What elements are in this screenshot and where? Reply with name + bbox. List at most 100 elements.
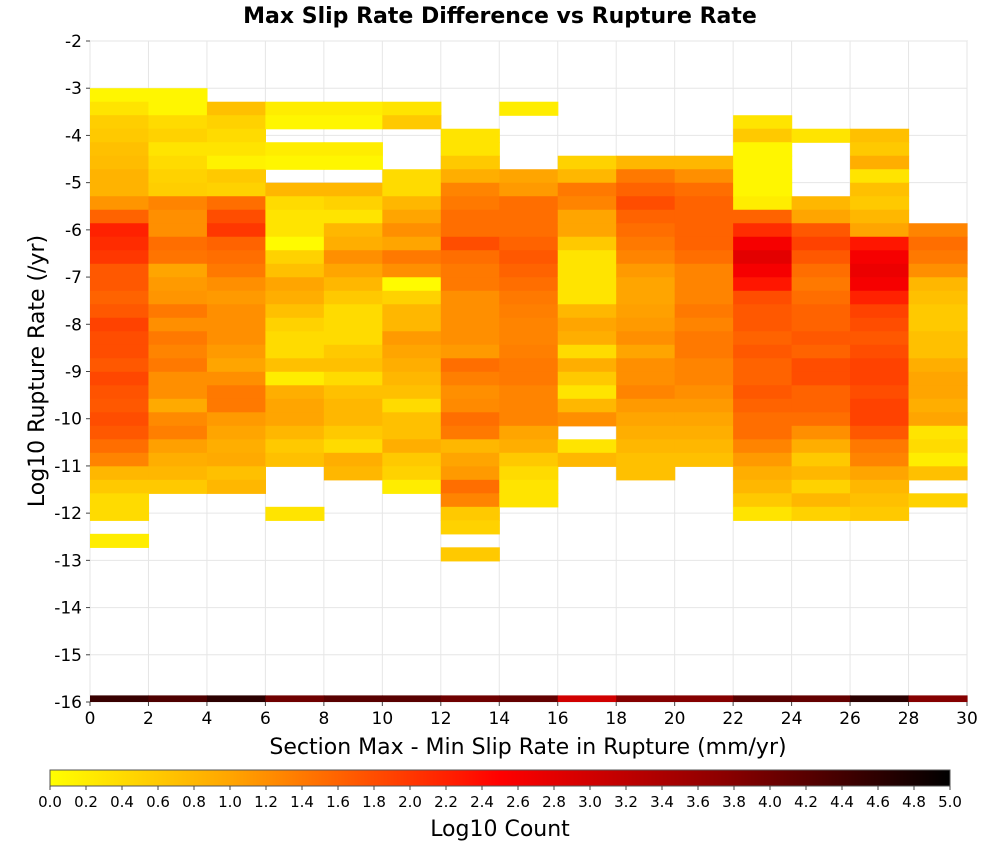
- heatmap-cell: [733, 479, 793, 494]
- heatmap-cell: [90, 331, 150, 346]
- heatmap-cell: [90, 250, 150, 265]
- heatmap-cell: [733, 263, 793, 278]
- heatmap-cell: [791, 493, 851, 508]
- x-tick-label: 30: [956, 709, 978, 729]
- heatmap-cell: [908, 439, 968, 454]
- heatmap-cell: [850, 398, 910, 413]
- heatmap-cell: [323, 358, 383, 373]
- heatmap-cell: [850, 155, 910, 170]
- heatmap-cell: [908, 304, 968, 319]
- heatmap-cell: [323, 425, 383, 440]
- heatmap-cell: [90, 317, 150, 332]
- heatmap-cell: [323, 263, 383, 278]
- heatmap-cell: [850, 344, 910, 359]
- heatmap-cell: [499, 371, 559, 386]
- y-tick-label: -14: [54, 599, 82, 619]
- bottom-strip-cell: [382, 695, 442, 702]
- heatmap-cell: [148, 115, 208, 130]
- heatmap-cell: [733, 209, 793, 224]
- colorbar-label: Log10 Count: [430, 817, 570, 842]
- heatmap-cell: [440, 196, 500, 211]
- heatmap-cell: [265, 398, 325, 413]
- colorbar-tick-label: 4.4: [830, 793, 854, 811]
- heatmap-cell: [382, 439, 442, 454]
- heatmap-cell: [148, 169, 208, 184]
- heatmap-cell: [323, 385, 383, 400]
- bottom-strip-cell: [674, 695, 734, 702]
- heatmap-cell: [557, 250, 617, 265]
- colorbar-tick-label: 4.6: [866, 793, 890, 811]
- heatmap-cell: [206, 331, 266, 346]
- heatmap-cell: [90, 290, 150, 305]
- heatmap-cell: [382, 479, 442, 494]
- heatmap-cell: [499, 236, 559, 251]
- heatmap-cell: [557, 452, 617, 467]
- heatmap-cell: [206, 304, 266, 319]
- y-tick-label: -13: [54, 551, 82, 571]
- heatmap-cell: [791, 412, 851, 427]
- heatmap-cell: [791, 317, 851, 332]
- heatmap-cell: [265, 142, 325, 157]
- heatmap-cell: [440, 439, 500, 454]
- heatmap-cell: [206, 169, 266, 184]
- heatmap-cell: [148, 88, 208, 103]
- heatmap-cell: [382, 385, 442, 400]
- colorbar-tick-label: 2.6: [506, 793, 530, 811]
- heatmap-cell: [791, 331, 851, 346]
- heatmap-cell: [265, 236, 325, 251]
- heatmap-cell: [908, 398, 968, 413]
- heatmap-cell: [616, 290, 676, 305]
- heatmap-cell: [440, 223, 500, 238]
- colorbar-tick-label: 1.0: [218, 793, 242, 811]
- heatmap-cell: [908, 466, 968, 481]
- colorbar-tick-label: 3.0: [578, 793, 602, 811]
- heatmap-cell: [616, 358, 676, 373]
- heatmap-cell: [616, 250, 676, 265]
- heatmap-cell: [616, 182, 676, 197]
- heatmap-cell: [733, 493, 793, 508]
- heatmap-cell: [148, 358, 208, 373]
- y-tick-label: -2: [65, 32, 82, 52]
- x-tick-label: 6: [260, 709, 271, 729]
- heatmap-cell: [616, 277, 676, 292]
- heatmap-cell: [850, 425, 910, 440]
- heatmap-cell: [850, 169, 910, 184]
- heatmap-cell: [733, 371, 793, 386]
- heatmap-cell: [499, 493, 559, 508]
- bottom-strip-cell: [908, 695, 968, 702]
- heatmap-cell: [323, 439, 383, 454]
- heatmap-cell: [791, 236, 851, 251]
- heatmap-cell: [265, 439, 325, 454]
- y-tick-label: -15: [54, 646, 82, 666]
- heatmap-cell: [206, 223, 266, 238]
- heatmap-cell: [440, 155, 500, 170]
- heatmap-cell: [791, 358, 851, 373]
- heatmap-cell: [674, 412, 734, 427]
- bottom-strip-cell: [850, 695, 910, 702]
- heatmap-cell: [323, 155, 383, 170]
- colorbar-tick-label: 0.0: [38, 793, 62, 811]
- heatmap-cell: [616, 263, 676, 278]
- heatmap-cell: [674, 277, 734, 292]
- heatmap-cell: [850, 263, 910, 278]
- heatmap-cell: [850, 331, 910, 346]
- heatmap-cell: [382, 344, 442, 359]
- colorbar-tick-label: 4.0: [758, 793, 782, 811]
- heatmap-cell: [206, 385, 266, 400]
- heatmap-cell: [90, 236, 150, 251]
- colorbar-tick-label: 3.2: [614, 793, 638, 811]
- heatmap-cell: [90, 209, 150, 224]
- heatmap-cell: [206, 209, 266, 224]
- heatmap-cell: [499, 317, 559, 332]
- heatmap-cell: [674, 155, 734, 170]
- heatmap-cell: [265, 277, 325, 292]
- heatmap-cell: [206, 263, 266, 278]
- heatmap-cell: [850, 128, 910, 143]
- heatmap-cell: [440, 277, 500, 292]
- heatmap-cell: [148, 344, 208, 359]
- heatmap-cell: [674, 263, 734, 278]
- heatmap-cell: [791, 290, 851, 305]
- heatmap-cell: [265, 182, 325, 197]
- heatmap-cell: [90, 466, 150, 481]
- heatmap-cell: [674, 250, 734, 265]
